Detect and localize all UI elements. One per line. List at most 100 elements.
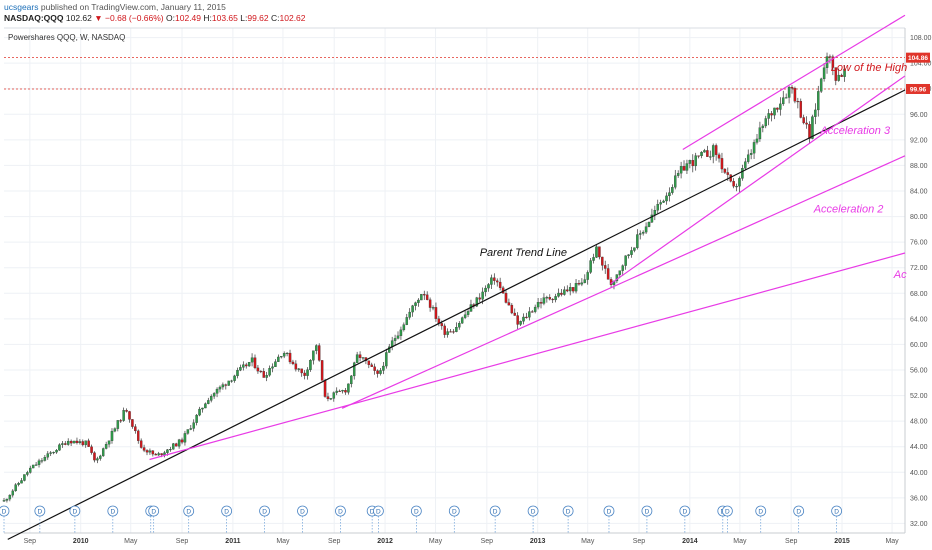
time-tick-label: Sep xyxy=(481,538,494,545)
chart-header: ucsgears published on TradingView.com, J… xyxy=(4,2,306,24)
candle-body xyxy=(134,426,137,432)
chart-title: Powershares QQQ, W, NASDAQ xyxy=(8,33,125,42)
candle-body xyxy=(720,158,724,170)
time-axis: Sep 2010 May Sep 2011 May Sep 2012 May Sep 2013 May… xyxy=(24,538,900,545)
open-value: 102.49 xyxy=(175,13,202,23)
price-tick-label: 48.00 xyxy=(910,419,928,426)
candle-body xyxy=(288,352,292,363)
candle-body xyxy=(606,268,610,280)
candle-body xyxy=(294,363,298,370)
candle-body xyxy=(726,172,730,175)
horizontal-lines[interactable]: 104.86 99.96 xyxy=(4,52,930,94)
candle-body xyxy=(201,407,204,410)
dividend-icon xyxy=(831,505,843,517)
dividend-markers[interactable]: DDDDDDDDDDDDDDDDDDDDDDDDDD xyxy=(0,505,843,533)
price-tag-label: 99.96 xyxy=(910,86,927,93)
candle-body xyxy=(335,390,338,393)
trend-line xyxy=(7,89,906,540)
candle-body xyxy=(131,419,134,427)
candle-body xyxy=(688,160,692,164)
candle-body xyxy=(531,311,534,313)
price-tick-label: 88.00 xyxy=(910,163,928,170)
dividend-label: D xyxy=(607,509,612,516)
candle-body xyxy=(209,396,213,401)
candle-body xyxy=(34,464,38,466)
candle-body xyxy=(338,390,341,392)
candle-body xyxy=(805,122,808,125)
candle-body xyxy=(387,346,391,353)
candle-body xyxy=(402,324,406,331)
candle-body xyxy=(566,289,569,292)
price-tick-label: 96.00 xyxy=(910,112,928,119)
dividend-label: D xyxy=(683,509,688,516)
time-tick-label: May xyxy=(276,538,290,545)
candle-body xyxy=(282,353,286,357)
dividend-label: D xyxy=(376,509,381,516)
candle-body xyxy=(128,411,131,420)
candle-body xyxy=(633,247,636,251)
candle-body xyxy=(714,145,718,155)
candle-body xyxy=(242,364,245,368)
candle-body xyxy=(396,335,400,339)
candle-body xyxy=(84,440,87,446)
candle-body xyxy=(20,480,23,484)
candle-body xyxy=(819,78,823,92)
last-price: 102.62 xyxy=(65,13,92,23)
candle-body xyxy=(793,88,797,102)
candle-body xyxy=(215,388,219,394)
price-tick-label: 64.00 xyxy=(910,316,928,323)
dividend-label: D xyxy=(414,509,419,516)
dividend-label: D xyxy=(224,509,229,516)
candle-body xyxy=(309,360,312,370)
candle-body xyxy=(253,357,257,369)
candle-body xyxy=(110,430,114,441)
candle-body xyxy=(233,375,236,381)
candle-body xyxy=(420,294,423,301)
candle-body xyxy=(755,138,759,143)
candle-body xyxy=(495,280,499,283)
candle-body xyxy=(787,86,791,98)
candle-body xyxy=(414,302,417,306)
candle-body xyxy=(90,446,93,453)
candle-body xyxy=(148,450,152,453)
dividend-label: D xyxy=(262,509,267,516)
candle-body xyxy=(647,222,651,227)
candle-body xyxy=(382,365,385,371)
close-value: 102.62 xyxy=(279,13,306,23)
time-tick-label: 2013 xyxy=(530,538,546,545)
dividend-icon xyxy=(221,505,233,517)
dividend-label: D xyxy=(758,509,763,516)
annotation-label: Parent Trend Line xyxy=(480,247,567,259)
candle-body xyxy=(101,448,105,457)
candle-body xyxy=(767,113,770,119)
publish-line: ucsgears published on TradingView.com, J… xyxy=(4,2,306,13)
candle-body xyxy=(358,354,362,358)
candle-body xyxy=(624,255,627,266)
candle-body xyxy=(300,368,303,374)
candle-body xyxy=(577,283,581,285)
candle-body xyxy=(195,414,198,423)
candle-body xyxy=(770,113,773,116)
candle-body xyxy=(490,277,493,285)
candle-body xyxy=(627,254,630,256)
candle-body xyxy=(183,433,187,443)
candle-body xyxy=(75,440,79,444)
candle-body xyxy=(280,356,283,358)
candle-body xyxy=(125,410,128,412)
candle-body xyxy=(598,246,601,258)
candle-body xyxy=(142,447,146,451)
dividend-icon xyxy=(603,505,615,517)
trend-lines[interactable] xyxy=(7,14,906,540)
price-tick-label: 84.00 xyxy=(910,189,928,196)
dividend-label: D xyxy=(73,509,78,516)
publisher-name[interactable]: ucsgears xyxy=(4,2,39,12)
dividend-label: D xyxy=(725,509,730,516)
price-change: −0.68 (−0.66%) xyxy=(105,13,164,23)
candle-body xyxy=(539,302,543,304)
candle-body xyxy=(14,484,17,492)
candle-body xyxy=(697,155,700,157)
dividend-icon xyxy=(793,505,805,517)
candle-body xyxy=(352,362,356,377)
dividend-icon xyxy=(69,505,81,517)
